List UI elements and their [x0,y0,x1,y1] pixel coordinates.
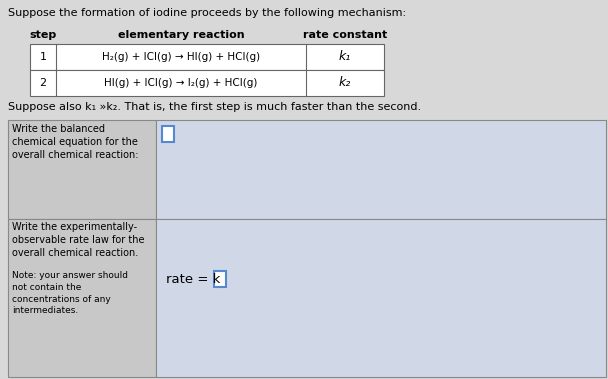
Bar [8,120,156,219]
Bar [8,219,156,377]
Bar [156,120,606,219]
Text: rate constant: rate constant [303,30,387,40]
Bar [30,44,384,70]
Text: 2: 2 [40,78,47,88]
Text: elementary reaction: elementary reaction [118,30,244,40]
Text: 1: 1 [40,52,46,62]
Text: Suppose the formation of iodine proceeds by the following mechanism:: Suppose the formation of iodine proceeds… [8,8,406,18]
Bar [156,219,606,377]
Text: H₂(g) + ICl(g) → HI(g) + HCl(g): H₂(g) + ICl(g) → HI(g) + HCl(g) [102,52,260,62]
Text: k₁: k₁ [339,50,351,64]
Text: rate = k: rate = k [166,273,220,285]
Text: Suppose also k₁ »k₂. That is, the first step is much faster than the second.: Suppose also k₁ »k₂. That is, the first … [8,102,421,112]
Text: Write the balanced
chemical equation for the
overall chemical reaction:: Write the balanced chemical equation for… [12,124,139,160]
Bar [162,126,174,142]
Bar [214,271,226,287]
Text: Write the experimentally-
observable rate law for the
overall chemical reaction.: Write the experimentally- observable rat… [12,222,145,258]
Bar [30,70,384,96]
Text: Note: your answer should
not contain the
concentrations of any
intermediates.: Note: your answer should not contain the… [12,271,128,315]
Text: step: step [29,30,57,40]
Text: k₂: k₂ [339,77,351,89]
Text: HI(g) + ICl(g) → I₂(g) + HCl(g): HI(g) + ICl(g) → I₂(g) + HCl(g) [105,78,258,88]
